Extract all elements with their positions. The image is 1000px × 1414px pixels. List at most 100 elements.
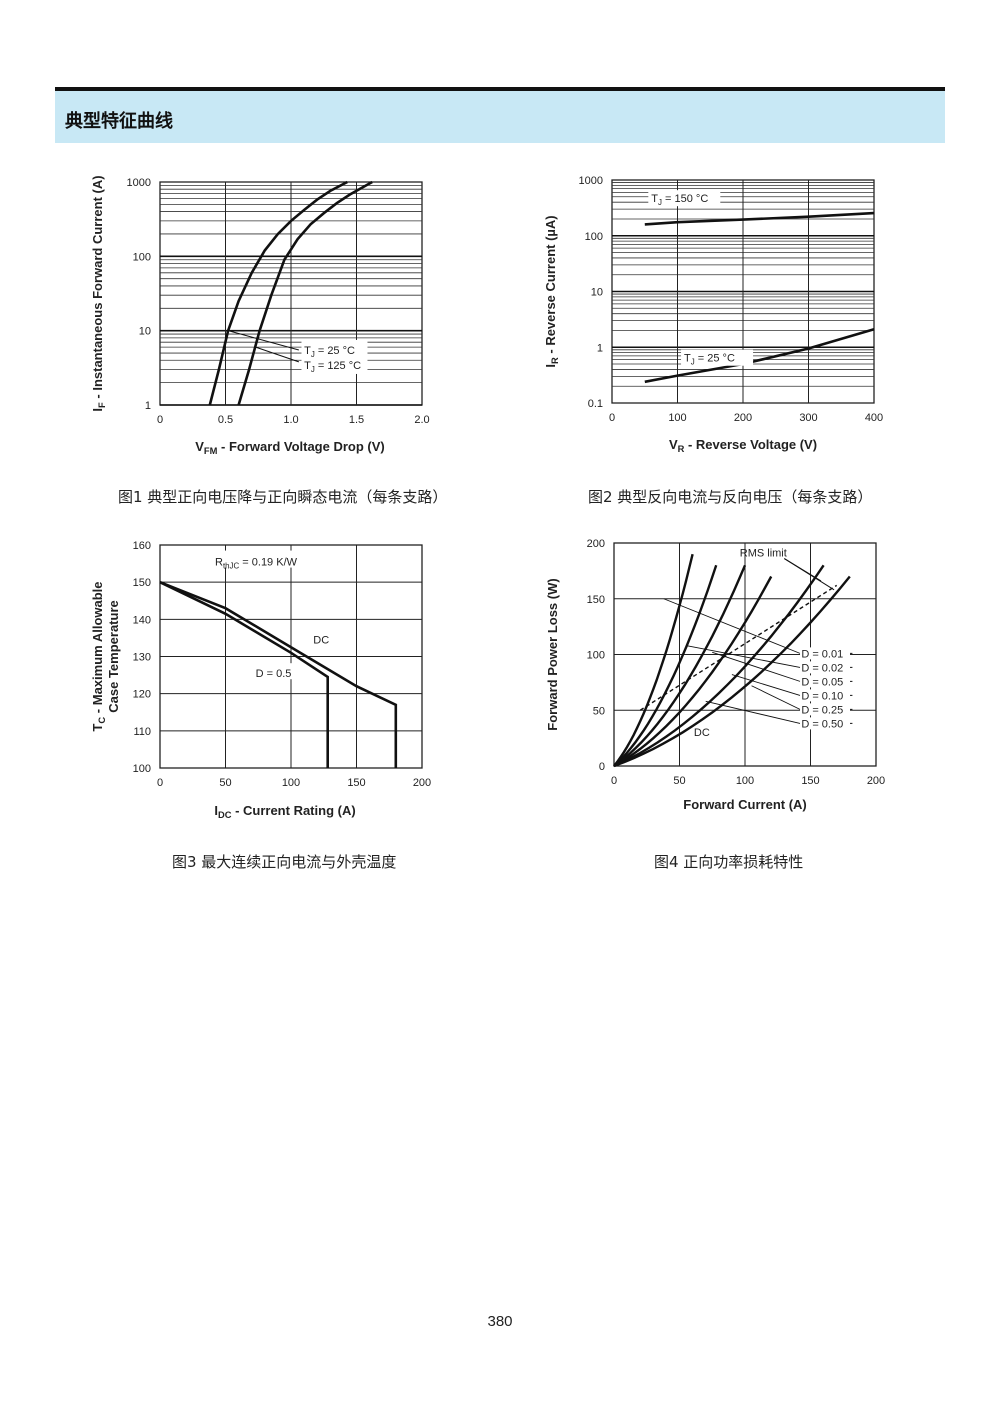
y-tick-label: 120	[133, 689, 151, 701]
duty-label: D = 0.50	[801, 718, 843, 730]
label-box	[800, 661, 851, 674]
label-box	[800, 703, 851, 716]
label-box	[800, 717, 851, 730]
series-line	[208, 180, 348, 406]
x-tick-label: 1.0	[283, 414, 298, 426]
x-tick-label: 100	[282, 777, 300, 789]
y-tick-label: 140	[133, 614, 151, 626]
x-tick-label: 300	[799, 412, 817, 424]
d-leader-line	[751, 685, 801, 710]
y-axis-label: IR - Reverse Current (µA)	[543, 215, 560, 367]
label-box	[251, 663, 300, 680]
x-tick-label: 150	[347, 777, 365, 789]
d-leader-line	[712, 651, 801, 682]
x-tick-label: 200	[413, 777, 431, 789]
series-label-d05: D = 0.5	[256, 668, 292, 680]
series-label: TJ = 25 °C	[684, 353, 735, 367]
label-box	[681, 349, 754, 366]
y-tick-label: 150	[133, 577, 151, 589]
y-tick-label: 110	[133, 726, 151, 738]
series-line	[644, 211, 875, 226]
x-tick-label: 0	[157, 777, 163, 789]
x-tick-label: 150	[801, 775, 819, 787]
series-line	[613, 575, 773, 768]
y-tick-label: 10	[139, 326, 151, 338]
y-tick-label: 160	[133, 540, 151, 552]
d-leader-line	[663, 598, 801, 654]
series-line	[159, 580, 398, 768]
rms-leader	[784, 558, 822, 582]
chart-forward-voltage: 0 0.5 1.0 1.5 2.0 1 10 100 1000 VFM - Forward Vol…	[90, 175, 430, 456]
page-number: 380	[487, 1313, 513, 1330]
label-box	[800, 689, 851, 702]
y-tick-label: 100	[133, 251, 151, 263]
annotation-box	[212, 550, 313, 568]
x-axis-label: VFM - Forward Voltage Drop (V)	[195, 439, 385, 456]
x-tick-label: 200	[867, 775, 885, 787]
x-tick-label: 2.0	[414, 414, 429, 426]
y-tick-label: 0.1	[588, 398, 603, 410]
d-leader-line	[731, 674, 801, 696]
legend-box	[301, 339, 368, 374]
y-tick-label: 1	[145, 400, 151, 412]
y-tick-label: 1000	[579, 175, 603, 187]
duty-label: D = 0.25	[801, 704, 843, 716]
series-line	[237, 180, 373, 406]
chart-power-loss: 0 50 100 150 200 0 50 100 150 200 Forward Current …	[545, 538, 885, 812]
x-tick-label: 0	[157, 414, 163, 426]
section-header-bar: 典型特征曲线	[55, 87, 945, 143]
section-title: 典型特征曲线	[65, 111, 173, 132]
y-tick-label: 200	[587, 538, 605, 550]
series-label: TJ = 150 °C	[651, 193, 708, 207]
series-line	[613, 564, 825, 768]
chart1-caption: 图1 典型正向电压降与正向瞬态电流（每条支路）	[118, 488, 448, 506]
label-box	[800, 675, 851, 688]
rms-limit-label: RMS limit	[740, 547, 787, 559]
duty-label: D = 0.02	[801, 662, 843, 674]
x-tick-label: 50	[219, 777, 231, 789]
y-tick-label: 50	[593, 705, 605, 717]
chart-reverse-current: 0 100 200 300 400 0.1 1 10 100 1000 VR - Reverse V…	[543, 175, 883, 454]
y-tick-label: 100	[585, 231, 603, 243]
y-tick-label: 130	[133, 652, 151, 664]
x-axis-label: Forward Current (A)	[683, 797, 807, 812]
y-axis-label-line2: Case Temperature	[106, 600, 121, 712]
label-box	[648, 190, 721, 207]
series-line	[159, 581, 329, 768]
series-label: TJ = 25 °C	[304, 345, 355, 359]
y-tick-label: 100	[133, 763, 151, 775]
x-tick-label: 0	[611, 775, 617, 787]
series-label-dc: DC	[313, 634, 329, 646]
x-tick-label: 400	[865, 412, 883, 424]
chart4-caption: 图4 正向功率损耗特性	[654, 853, 804, 871]
chart3-caption: 图3 最大连续正向电流与外壳温度	[172, 853, 397, 871]
y-tick-label: 150	[587, 594, 605, 606]
rthjc-annotation: RthJC = 0.19 K/W	[215, 556, 298, 570]
duty-label: D = 0.01	[801, 648, 843, 660]
d-leader-line	[705, 700, 801, 724]
rms-limit-line	[639, 584, 838, 711]
series-line	[613, 564, 718, 767]
chart-current-rating: 0 50 100 150 200 100 110 120 130 140 150 160 IDC - C…	[90, 540, 431, 820]
x-axis-label: IDC - Current Rating (A)	[214, 803, 355, 820]
y-axis-label: TC - Maximum Allowable	[90, 581, 107, 731]
x-tick-label: 200	[734, 412, 752, 424]
x-tick-label: 0.5	[218, 414, 233, 426]
y-axis-label: Forward Power Loss (W)	[545, 578, 560, 730]
leader-line	[255, 346, 300, 363]
duty-label: D = 0.10	[801, 690, 843, 702]
y-axis-label: IF - Instantaneous Forward Current (A)	[90, 175, 107, 411]
series-label: TJ = 125 °C	[304, 360, 361, 374]
y-tick-label: 0	[599, 761, 605, 773]
duty-label: D = 0.05	[801, 676, 843, 688]
y-tick-label: 100	[587, 650, 605, 662]
d-leader-line	[685, 645, 801, 668]
y-tick-label: 10	[591, 287, 603, 299]
x-axis-label: VR - Reverse Voltage (V)	[669, 437, 817, 454]
y-tick-label: 1	[597, 342, 603, 354]
x-tick-label: 100	[668, 412, 686, 424]
x-tick-label: 0	[609, 412, 615, 424]
chart2-caption: 图2 典型反向电流与反向电压（每条支路）	[588, 488, 873, 506]
series-line	[613, 575, 851, 768]
dc-label: DC	[694, 727, 710, 739]
